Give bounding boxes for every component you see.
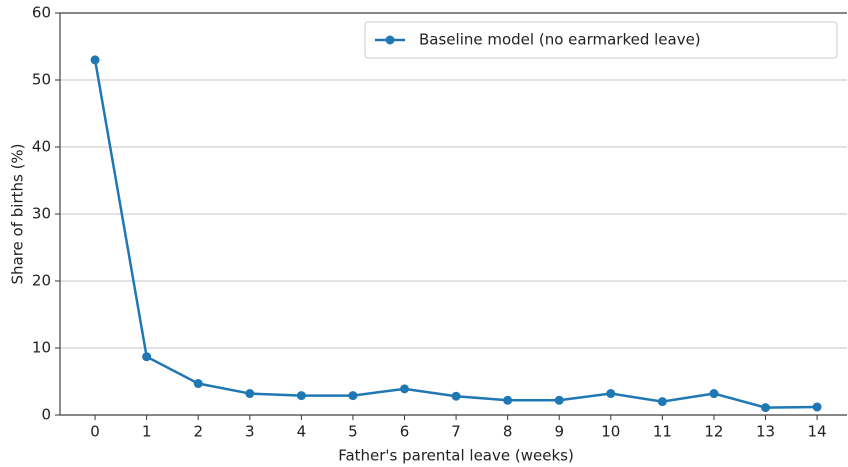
x-tick-label: 11	[653, 423, 672, 441]
data-point	[606, 389, 616, 399]
data-point	[503, 395, 513, 405]
x-tick-label: 1	[142, 423, 152, 441]
x-axis-label: Father's parental leave (weeks)	[338, 447, 574, 465]
data-point	[90, 55, 100, 65]
x-tick-label: 0	[90, 423, 100, 441]
legend-label: Baseline model (no earmarked leave)	[419, 31, 701, 49]
data-point	[451, 391, 461, 401]
data-point	[554, 395, 564, 405]
y-tick-label: 20	[32, 272, 51, 290]
data-point	[761, 403, 771, 413]
y-axis-label: Share of births (%)	[9, 143, 27, 284]
x-tick-label: 13	[756, 423, 775, 441]
x-tick-label: 9	[554, 423, 564, 441]
legend-box	[364, 21, 838, 59]
data-point	[709, 389, 719, 399]
y-tick-label: 50	[32, 71, 51, 89]
y-tick-label: 60	[32, 4, 51, 22]
y-tick-label: 10	[32, 339, 51, 357]
x-tick-label: 5	[348, 423, 358, 441]
data-point	[812, 402, 822, 412]
data-point	[400, 384, 410, 394]
series-line	[93, 59, 818, 409]
legend: Baseline model (no earmarked leave)	[364, 21, 838, 59]
x-tick-label: 3	[245, 423, 255, 441]
x-tick-label: 4	[297, 423, 307, 441]
data-point	[142, 352, 152, 362]
x-tick-label: 2	[193, 423, 203, 441]
x-tick-label: 12	[704, 423, 723, 441]
x-tick-label: 7	[451, 423, 461, 441]
x-tick-label: 10	[601, 423, 620, 441]
y-tick-label: 0	[41, 406, 51, 424]
data-point	[245, 389, 255, 399]
data-point	[193, 379, 203, 389]
data-point	[657, 397, 667, 407]
data-point	[348, 391, 358, 401]
x-tick-label: 14	[808, 423, 827, 441]
data-point	[296, 391, 306, 401]
y-tick-label: 40	[32, 138, 51, 156]
x-tick-label: 8	[503, 423, 513, 441]
legend-marker	[385, 35, 395, 45]
y-tick-label: 30	[32, 205, 51, 223]
x-tick-label: 6	[400, 423, 410, 441]
